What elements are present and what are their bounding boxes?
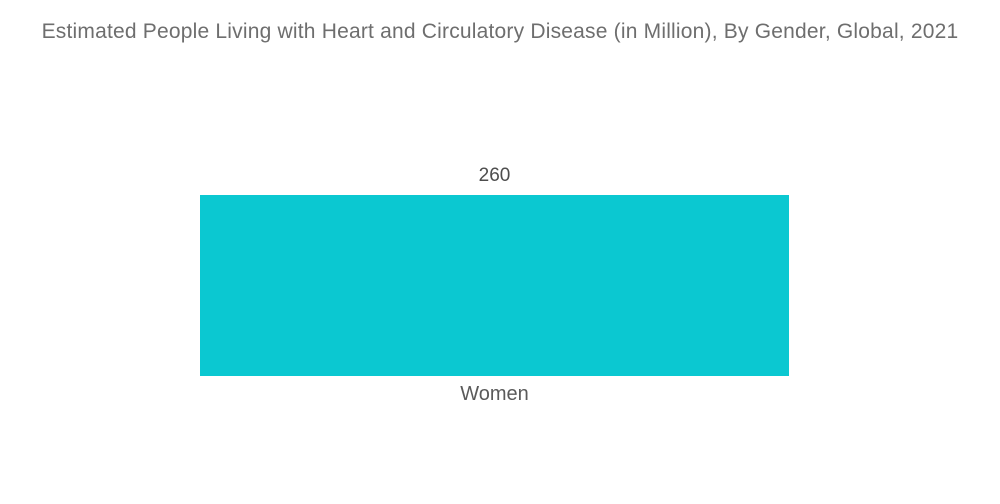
category-label-women: Women <box>460 383 529 405</box>
bar-value-label: 260 <box>478 165 511 186</box>
bar-women <box>200 195 789 376</box>
chart-title: Estimated People Living with Heart and C… <box>41 20 959 43</box>
